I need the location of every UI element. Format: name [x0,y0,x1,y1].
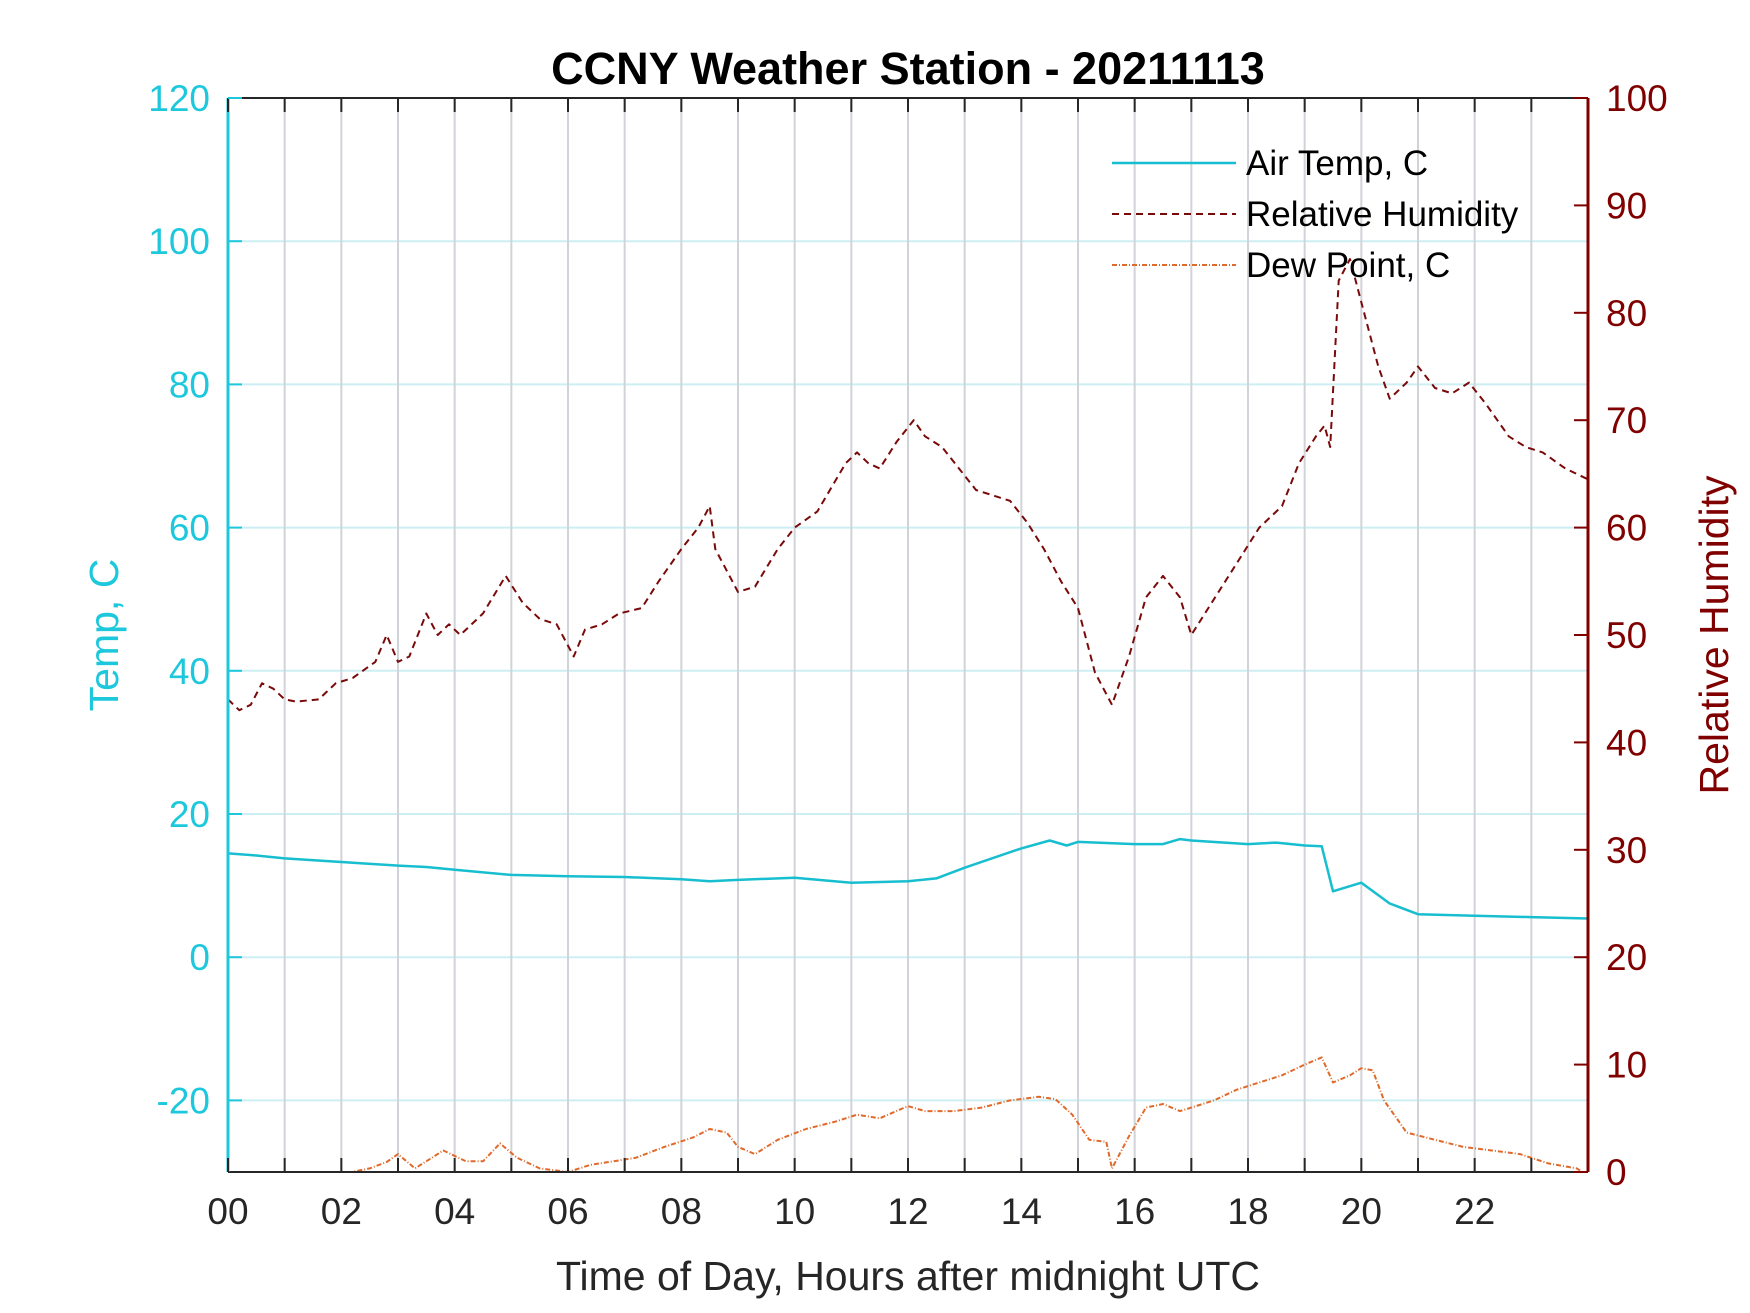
legend-label: Dew Point, C [1246,246,1450,285]
y-right-tick-label: 80 [1606,293,1647,334]
y-right-tick-label: 0 [1606,1152,1627,1193]
y-left-tick-label: 80 [169,364,210,405]
x-tick-label: 14 [1001,1191,1042,1232]
y-axis-label-right: Relative Humidity [1691,475,1737,794]
y-right-tick-label: 10 [1606,1045,1647,1086]
x-tick-label: 20 [1341,1191,1382,1232]
y-left-tick-label: 40 [169,651,210,692]
y-right-tick-label: 90 [1606,185,1647,226]
y-right-tick-label: 100 [1606,78,1668,119]
y-right-tick-label: 70 [1606,400,1647,441]
legend-label: Relative Humidity [1246,195,1519,234]
x-tick-label: 04 [434,1191,475,1232]
y-left-tick-label: -20 [157,1080,210,1121]
x-axis-label: Time of Day, Hours after midnight UTC [556,1253,1260,1299]
y-left-tick-label: 60 [169,508,210,549]
x-tick-label: 08 [661,1191,702,1232]
series-layer [228,258,1588,1172]
x-tick-label: 12 [887,1191,928,1232]
legend: Air Temp, C Relative Humidity Dew Point, C [1112,144,1519,285]
y-left-tick-label: 0 [189,937,210,978]
series-line-air-temp-c [228,837,1588,920]
x-tick-label: 02 [321,1191,362,1232]
y-right-tick-label: 50 [1606,615,1647,656]
grid-lines [228,98,1588,1172]
x-tick-label: 10 [774,1191,815,1232]
x-tick-label: 00 [207,1191,248,1232]
y-right-tick-label: 20 [1606,937,1647,978]
chart-title: CCNY Weather Station - 20211113 [551,43,1265,94]
series-line-dew-point-c [346,1056,1585,1172]
y-right-tick-label: 40 [1606,722,1647,763]
y-left-tick-label: 20 [169,794,210,835]
x-tick-label: 06 [547,1191,588,1232]
y-axis-label-left: Temp, C [81,559,127,712]
x-tick-label: 18 [1227,1191,1268,1232]
y-right-tick-label: 60 [1606,508,1647,549]
y-right-tick-label: 30 [1606,830,1647,871]
y-left-tick-label: 120 [148,78,210,119]
axes: 00 02 04 06 08 10 12 14 16 18 20 22120100806040200-… [148,78,1667,1232]
y-left-tick-label: 100 [148,221,210,262]
legend-label: Air Temp, C [1246,144,1428,183]
x-tick-label: 16 [1114,1191,1155,1232]
series-line-relative-humidity [228,258,1588,712]
x-tick-label: 22 [1454,1191,1495,1232]
